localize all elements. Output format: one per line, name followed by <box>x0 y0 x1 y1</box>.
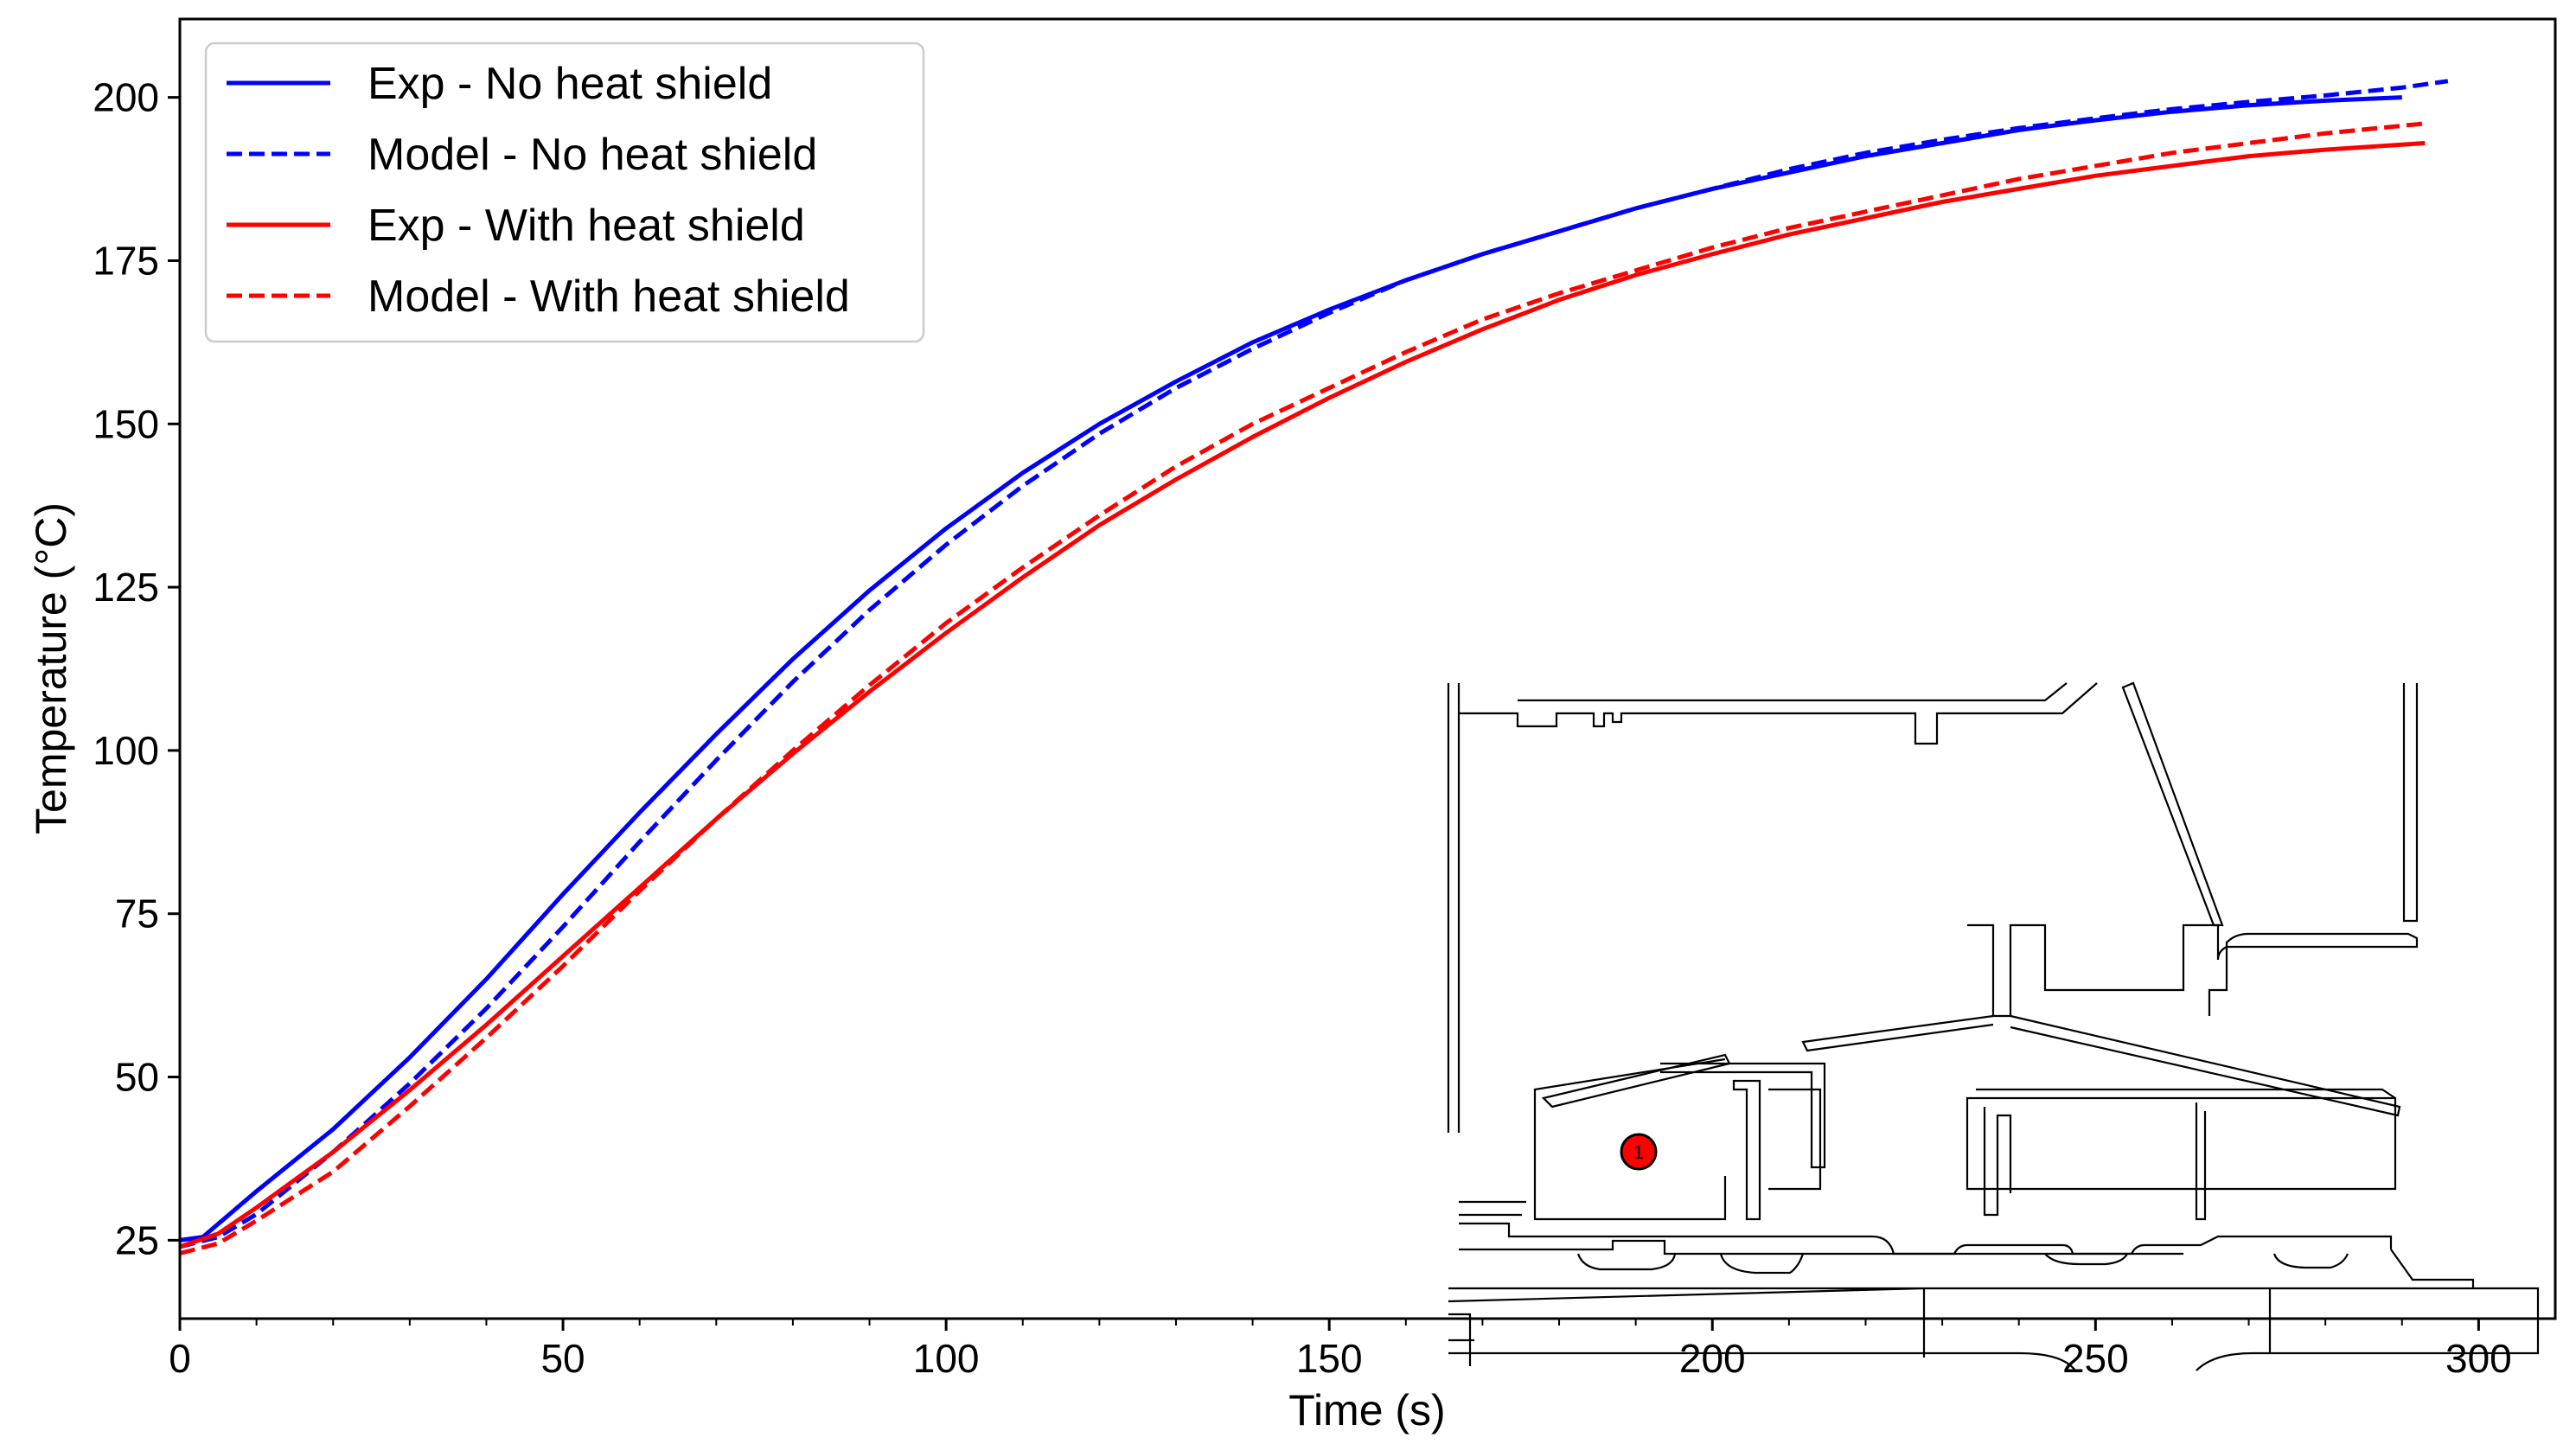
y-tick-label: 200 <box>93 75 159 120</box>
x-tick-label: 250 <box>2062 1336 2129 1381</box>
cross-section-inset <box>1447 681 2540 1371</box>
y-tick-label: 100 <box>93 728 159 773</box>
legend-label: Model - No heat shield <box>368 130 817 180</box>
y-tick-label: 50 <box>115 1055 159 1100</box>
x-tick-label: 0 <box>169 1336 191 1381</box>
y-axis-label: Temperature (°C) <box>27 502 75 834</box>
legend-label: Exp - With heat shield <box>368 201 805 251</box>
series-lines <box>179 79 2449 1256</box>
y-tick-label: 25 <box>115 1217 159 1262</box>
x-tick-label: 200 <box>1679 1336 1746 1381</box>
marker-dot <box>1620 1133 1658 1171</box>
plot-frame <box>178 17 2557 1320</box>
legend-box <box>204 42 925 343</box>
series-line-3 <box>179 121 2426 1256</box>
series-line-1 <box>179 79 2449 1249</box>
y-tick-label: 75 <box>115 891 159 936</box>
x-axis-ticks: 0 50 100 150 200 250 300 <box>169 1319 2512 1381</box>
x-tick-label: 150 <box>1296 1336 1363 1381</box>
legend-label: Model - With heat shield <box>368 272 850 322</box>
x-tick-label: 50 <box>540 1336 585 1381</box>
legend: Exp - No heat shield Model - No heat shie… <box>204 42 925 343</box>
y-tick-label: 175 <box>93 238 159 283</box>
series-line-2 <box>179 141 2426 1249</box>
series-line-0 <box>179 95 2402 1243</box>
y-axis-ticks: 25 50 75 100 125 150 175 200 <box>93 75 180 1262</box>
thermocouple-marker: 1 <box>1620 1133 1658 1171</box>
x-tick-label: 300 <box>2445 1336 2512 1381</box>
x-tick-label: 100 <box>913 1336 980 1381</box>
y-tick-label: 125 <box>93 565 159 610</box>
y-tick-label: 150 <box>93 401 159 446</box>
marker-label: 1 <box>1633 1141 1644 1163</box>
legend-label: Exp - No heat shield <box>368 59 772 109</box>
x-axis-label: Time (s) <box>1288 1386 1445 1434</box>
